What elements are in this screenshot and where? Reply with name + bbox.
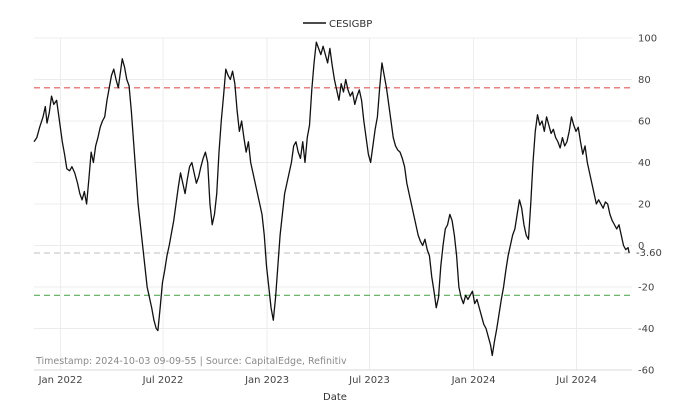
gridlines <box>34 37 632 371</box>
y-tick-label: 20 <box>638 200 651 211</box>
legend-label: CESIGBP <box>329 19 372 30</box>
x-tick-label: Jul 2022 <box>142 375 184 386</box>
footnote: Timestamp: 2024-10-03 09-09-55 | Source:… <box>35 356 347 367</box>
last-value-label: -3.60 <box>636 248 662 259</box>
x-tick-label: Jan 2022 <box>38 375 83 386</box>
series-line-cesigbp <box>33 41 630 357</box>
y-tick-label: 80 <box>638 75 651 86</box>
y-tick-label: 0 <box>638 241 644 252</box>
x-tick-label: Jul 2023 <box>348 375 390 386</box>
y-tick-label: 60 <box>638 117 651 128</box>
series-lines <box>33 41 630 357</box>
x-axis-title: Date <box>323 392 347 403</box>
y-tick-label: 40 <box>638 158 651 169</box>
x-axis: Jan 2022 Jul 2022 Jan 2023 Jul 2023 Jan 2024… <box>38 375 597 386</box>
y-tick-label: 100 <box>638 34 657 45</box>
legend: CESIGBP <box>303 19 372 30</box>
x-tick-label: Jul 2024 <box>555 375 597 386</box>
y-tick-label: -40 <box>638 324 654 335</box>
x-tick-label: Jan 2023 <box>244 375 289 386</box>
y-tick-label: -20 <box>638 283 654 294</box>
y-tick-label: -60 <box>638 366 654 377</box>
reference-lines <box>34 87 632 296</box>
x-tick-label: Jan 2024 <box>451 375 496 386</box>
y-axis: 100 80 60 40 20 0 -20 -40 -60 <box>638 34 657 377</box>
